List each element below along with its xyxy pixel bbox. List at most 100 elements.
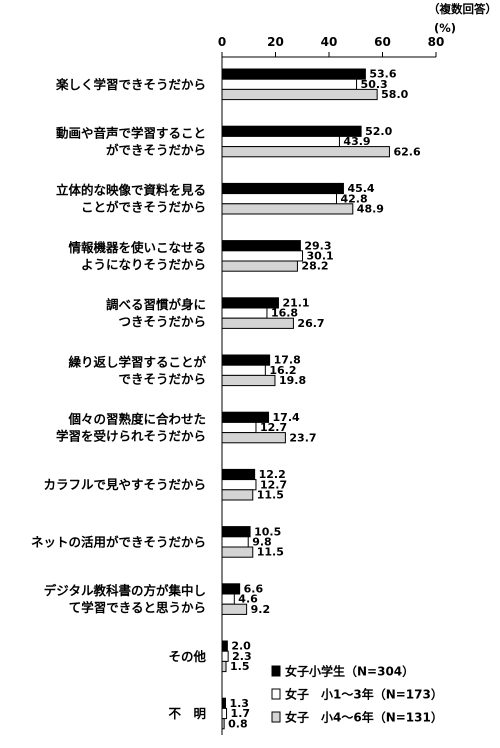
value-labels: 53.650.358.0 52.043.9 62.6 45.442.848.9 29.3… xyxy=(228,68,421,731)
category-labels: 楽しく学習できそうだから動画や音声で学習することができそうだから立体的な映像で資… xyxy=(31,77,207,721)
value-label: 62.6 xyxy=(393,145,420,158)
category-label: ことができそうだから xyxy=(81,200,206,215)
category-label: 繰り返し学習することが xyxy=(68,354,206,369)
value-label: 1.3 xyxy=(229,697,249,710)
value-label: 58.0 xyxy=(381,88,408,101)
legend-label: 女子 小1～3年（N=173） xyxy=(285,687,443,702)
axes xyxy=(221,56,436,735)
bar xyxy=(221,317,294,329)
value-label: 23.7 xyxy=(289,431,316,444)
x-tick-label: 80 xyxy=(428,35,445,49)
category-label: 学習を受けられそうだから xyxy=(56,429,206,444)
category-label: 調べる習慣が身に xyxy=(106,297,206,312)
bar xyxy=(221,432,286,444)
bar xyxy=(221,78,358,90)
category-label: ようになりそうだから xyxy=(81,257,206,272)
category-label: 立体的な映像で資料を見る xyxy=(56,183,206,198)
bar xyxy=(221,697,226,709)
value-label: 43.9 xyxy=(343,135,370,148)
category-label: できそうだから xyxy=(118,371,206,386)
value-label: 11.5 xyxy=(257,489,284,502)
bar xyxy=(221,546,254,558)
value-label: 52.0 xyxy=(365,125,392,138)
category-label: て学習できると思うから xyxy=(69,600,206,615)
x-tick-label: 0 xyxy=(218,35,226,49)
value-label: 12.2 xyxy=(259,468,286,481)
value-label: 26.7 xyxy=(297,317,324,330)
category-label: つきそうだから xyxy=(118,314,206,329)
value-label: 9.2 xyxy=(251,603,270,616)
value-label: 48.9 xyxy=(357,203,384,216)
value-label: 10.5 xyxy=(254,525,281,538)
value-label: 21.1 xyxy=(282,297,309,310)
value-label: 11.5 xyxy=(257,546,284,559)
bar xyxy=(221,307,268,319)
value-label: 0.8 xyxy=(228,717,248,730)
value-label: 6.6 xyxy=(244,583,264,596)
legend-swatch xyxy=(271,711,281,723)
value-label: 17.8 xyxy=(274,354,301,367)
bar xyxy=(221,593,235,605)
value-label: 16.8 xyxy=(271,307,298,320)
bar xyxy=(221,364,266,376)
category-label: その他 xyxy=(168,649,206,664)
value-label: 50.3 xyxy=(361,78,388,91)
bar xyxy=(221,260,298,272)
category-label: 楽しく学習できそうだから xyxy=(55,77,206,92)
value-label: 30.1 xyxy=(307,250,334,263)
category-label: ネットの活用ができそうだから xyxy=(31,534,206,549)
x-tick-label: 60 xyxy=(374,35,391,49)
bar xyxy=(221,250,304,262)
multiple-answer-note: （複数回答） xyxy=(428,2,497,16)
bar xyxy=(221,125,362,137)
bar xyxy=(221,489,254,501)
x-tick-label: 40 xyxy=(321,35,338,49)
bar xyxy=(221,526,251,538)
bar xyxy=(221,468,256,481)
value-label: 4.6 xyxy=(238,593,258,606)
value-label: 53.6 xyxy=(369,68,396,81)
bar xyxy=(221,135,340,148)
bar xyxy=(221,583,241,595)
bar xyxy=(221,707,228,720)
category-label: 不 明 xyxy=(168,706,206,721)
value-label: 45.4 xyxy=(347,182,374,195)
value-label: 1.5 xyxy=(230,660,250,673)
legend: 女子小学生（N=304） 女子 小1～3年（N=173） 女子 小4～6年（N=13… xyxy=(271,664,443,725)
bar xyxy=(221,640,228,652)
category-label: ができそうだから xyxy=(106,143,206,158)
bar xyxy=(221,354,271,366)
bar xyxy=(221,193,337,205)
category-label: 情報機器を使いこなせる xyxy=(68,240,206,255)
value-label: 1.7 xyxy=(231,707,251,720)
bar xyxy=(221,536,249,548)
category-label: カラフルで見やすそうだから xyxy=(43,477,206,492)
value-label: 16.2 xyxy=(269,364,296,377)
legend-label: 女子小学生（N=304） xyxy=(285,664,414,679)
bars xyxy=(221,68,390,730)
value-label: 12.7 xyxy=(260,421,287,434)
bar xyxy=(221,603,248,615)
bar xyxy=(221,203,354,215)
legend-label: 女子 小4～6年（N=131） xyxy=(285,710,443,725)
value-label: 17.4 xyxy=(273,411,300,424)
value-label: 42.8 xyxy=(340,192,367,205)
x-tick-label: 20 xyxy=(267,35,284,49)
value-label: 19.8 xyxy=(279,374,306,387)
category-label: 個々の習熟度に合わせた xyxy=(67,412,206,427)
bar xyxy=(221,374,276,387)
value-label: 2.0 xyxy=(231,640,251,653)
category-label: デジタル教科書の方が集中し xyxy=(44,583,206,598)
unit-label: (%) xyxy=(434,21,456,35)
category-label: 動画や音声で学習すること xyxy=(56,126,206,141)
bar xyxy=(221,479,257,491)
value-label: 28.2 xyxy=(301,260,328,273)
value-label: 2.3 xyxy=(232,650,252,663)
legend-swatch xyxy=(271,665,281,677)
bar xyxy=(221,240,301,252)
legend-swatch xyxy=(271,688,281,700)
bar xyxy=(221,650,229,662)
bar xyxy=(221,660,227,673)
bar xyxy=(221,421,257,434)
